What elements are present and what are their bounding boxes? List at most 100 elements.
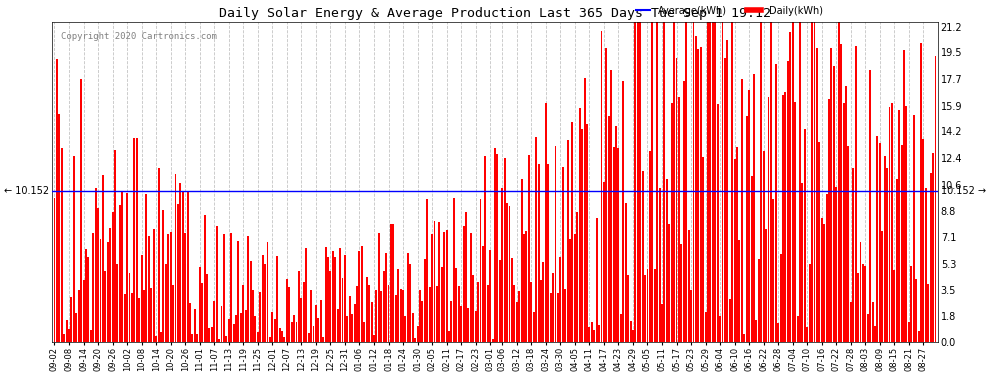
Bar: [571, 122, 573, 342]
Bar: [397, 269, 399, 342]
Bar: [209, 328, 210, 342]
Bar: [901, 146, 903, 342]
Bar: [412, 313, 414, 342]
Bar: [139, 298, 141, 342]
Bar: [623, 81, 625, 342]
Bar: [405, 316, 407, 342]
Bar: [908, 322, 910, 342]
Bar: [871, 303, 873, 342]
Bar: [685, 22, 687, 342]
Bar: [591, 322, 593, 342]
Bar: [554, 146, 556, 342]
Bar: [799, 22, 801, 342]
Bar: [678, 96, 680, 342]
Bar: [211, 327, 213, 342]
Bar: [867, 314, 868, 342]
Bar: [221, 306, 223, 342]
Bar: [724, 57, 726, 342]
Bar: [107, 242, 109, 342]
Bar: [85, 249, 87, 342]
Bar: [651, 22, 653, 342]
Bar: [538, 164, 540, 342]
Bar: [579, 108, 581, 342]
Bar: [635, 22, 637, 342]
Bar: [543, 262, 545, 342]
Bar: [283, 337, 285, 342]
Bar: [928, 284, 930, 342]
Bar: [240, 313, 242, 342]
Bar: [296, 322, 298, 342]
Bar: [288, 287, 290, 342]
Bar: [857, 273, 859, 342]
Bar: [233, 324, 235, 342]
Bar: [271, 312, 273, 342]
Bar: [874, 326, 876, 342]
Bar: [109, 228, 111, 342]
Bar: [854, 46, 856, 342]
Bar: [75, 313, 77, 342]
Bar: [182, 191, 184, 342]
Bar: [150, 288, 152, 342]
Bar: [422, 301, 424, 342]
Bar: [419, 290, 421, 342]
Bar: [680, 244, 682, 342]
Bar: [383, 272, 385, 342]
Bar: [455, 268, 457, 342]
Bar: [663, 22, 665, 342]
Bar: [249, 261, 251, 342]
Bar: [60, 148, 62, 342]
Bar: [68, 329, 70, 342]
Bar: [727, 40, 729, 342]
Bar: [446, 230, 447, 342]
Bar: [748, 90, 750, 342]
Bar: [705, 312, 707, 342]
Bar: [141, 255, 143, 342]
Bar: [760, 22, 762, 342]
Bar: [325, 247, 327, 342]
Bar: [58, 114, 60, 342]
Bar: [729, 299, 731, 342]
Bar: [177, 204, 179, 342]
Bar: [144, 290, 145, 342]
Bar: [588, 327, 590, 342]
Bar: [869, 70, 871, 342]
Bar: [470, 233, 472, 342]
Bar: [831, 48, 833, 342]
Bar: [615, 126, 617, 342]
Bar: [809, 264, 811, 342]
Bar: [648, 152, 650, 342]
Bar: [344, 255, 346, 342]
Bar: [303, 282, 305, 342]
Bar: [521, 178, 523, 342]
Bar: [841, 45, 842, 342]
Bar: [213, 302, 215, 342]
Bar: [172, 285, 174, 342]
Bar: [378, 232, 380, 342]
Bar: [194, 309, 196, 342]
Bar: [313, 326, 315, 342]
Bar: [266, 242, 268, 342]
Bar: [322, 337, 324, 342]
Bar: [789, 32, 791, 342]
Bar: [157, 168, 159, 342]
Bar: [482, 246, 484, 342]
Bar: [787, 61, 789, 342]
Bar: [70, 297, 72, 342]
Bar: [78, 290, 79, 342]
Bar: [238, 241, 240, 342]
Bar: [640, 22, 642, 342]
Bar: [402, 290, 404, 342]
Bar: [782, 95, 784, 342]
Bar: [300, 298, 302, 342]
Bar: [632, 330, 634, 342]
Bar: [603, 182, 605, 342]
Bar: [122, 192, 123, 342]
Bar: [148, 236, 149, 342]
Bar: [206, 274, 208, 342]
Bar: [400, 289, 402, 342]
Bar: [697, 49, 699, 342]
Bar: [252, 290, 253, 342]
Bar: [353, 304, 355, 342]
Bar: [859, 243, 861, 342]
Bar: [811, 22, 813, 342]
